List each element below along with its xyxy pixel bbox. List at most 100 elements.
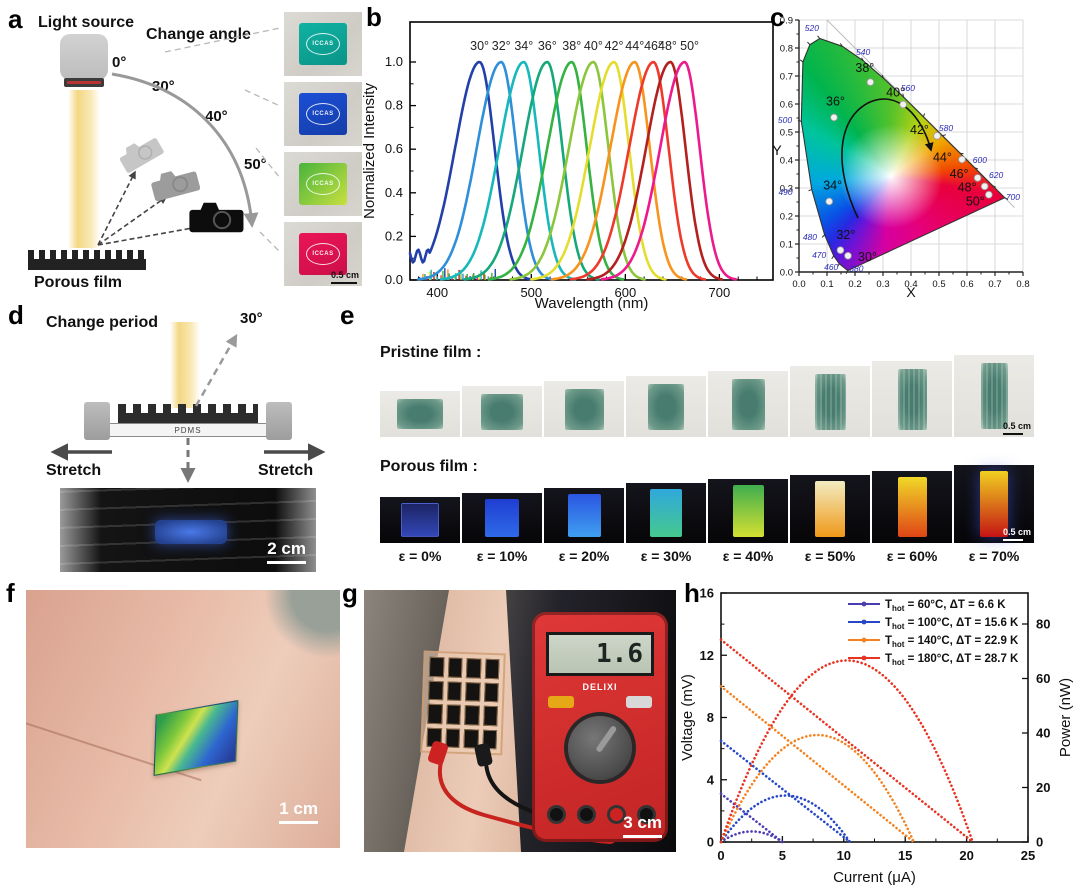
svg-text:0.4: 0.4 xyxy=(385,185,403,200)
scalebar-f: 1 cm xyxy=(279,799,318,824)
panel-g-label: g xyxy=(342,578,358,608)
porous-film xyxy=(980,471,1008,537)
svg-text:480: 480 xyxy=(803,232,817,242)
svg-text:50°: 50° xyxy=(966,195,985,209)
multimeter-yellow-button xyxy=(548,696,574,708)
pristine-row: 0.5 cm xyxy=(380,353,1034,437)
multimeter-display: 1.6 xyxy=(546,632,654,676)
svg-text:0.0: 0.0 xyxy=(780,268,793,279)
svg-text:Wavelength (nm): Wavelength (nm) xyxy=(535,295,649,312)
porous-film xyxy=(897,477,927,537)
svg-text:Voltage (mV): Voltage (mV) xyxy=(680,674,696,761)
svg-text:Current (μA): Current (μA) xyxy=(833,869,916,886)
panel-c-label: c xyxy=(770,2,785,32)
svg-text:25: 25 xyxy=(1021,848,1035,863)
svg-text:0.6: 0.6 xyxy=(960,279,973,290)
svg-text:540: 540 xyxy=(856,47,870,57)
svg-text:0.5: 0.5 xyxy=(932,279,945,290)
clamp-right xyxy=(266,402,292,440)
svg-text:700: 700 xyxy=(709,285,731,300)
svg-text:Thot = 180°C, ΔT = 28.7 K: Thot = 180°C, ΔT = 28.7 K xyxy=(885,653,1019,667)
svg-text:0.6: 0.6 xyxy=(385,141,403,156)
porous-film-teeth xyxy=(28,250,146,259)
panel-h: 0 5 10 15 20 25 0 4 8 12 16 0 20 40 60 80 Current (μA) Vo… xyxy=(680,580,1080,891)
porous-photo-0 xyxy=(380,497,460,543)
panel-e: e Pristine film : 0.5 cm Porous film : 0… xyxy=(335,300,1080,580)
strain-label-2: ε = 20% xyxy=(558,548,610,564)
porous-photo-2 xyxy=(544,488,624,543)
scalebar-a: 0.5 cm xyxy=(330,270,359,284)
porous-film xyxy=(732,485,764,537)
panel-c: 0.0 0.1 0.2 0.3 0.4 0.5 0.6 0.7 0.8 0.0 0.1 0.2 0.3 0… xyxy=(770,0,1080,300)
photonic-film-on-skin xyxy=(153,700,239,776)
change-period-label: Change period xyxy=(46,314,159,331)
blue-film xyxy=(155,520,227,544)
film-sample: ICCAS xyxy=(299,233,347,275)
svg-text:0.3: 0.3 xyxy=(876,279,889,290)
svg-text:0.2: 0.2 xyxy=(385,228,403,243)
angle-photo-3: ICCAS 0.5 cm xyxy=(284,222,362,286)
svg-text:Thot = 60°C, ΔT = 6.6 K: Thot = 60°C, ΔT = 6.6 K xyxy=(885,599,1006,613)
grating-teeth xyxy=(118,404,258,413)
film-logo: ICCAS xyxy=(306,103,340,125)
pristine-photo-5 xyxy=(790,366,870,437)
light-source-label: Light source xyxy=(38,14,135,31)
svg-text:Power (nW): Power (nW) xyxy=(1057,678,1074,757)
svg-text:0.7: 0.7 xyxy=(988,279,1001,290)
panel-d: d Change period 30° PDMS Stretch Stretch… xyxy=(0,300,335,580)
skin-photo: 1 cm xyxy=(26,590,340,848)
porous-photo-7: 0.5 cm xyxy=(954,465,1034,543)
strain-label-1: ε = 10% xyxy=(476,548,528,564)
svg-text:600: 600 xyxy=(615,285,637,300)
film-logo: ICCAS xyxy=(306,173,340,195)
angle-0-label: 0° xyxy=(112,54,127,71)
svg-text:8: 8 xyxy=(707,710,714,725)
panel-b-label: b xyxy=(366,2,382,32)
angle-photo-2: ICCAS xyxy=(284,152,362,216)
pristine-photo-3 xyxy=(626,376,706,437)
svg-text:470: 470 xyxy=(812,250,826,260)
svg-text:0.8: 0.8 xyxy=(385,98,403,113)
svg-text:32°: 32° xyxy=(492,39,511,53)
svg-text:80: 80 xyxy=(1036,617,1050,632)
stretch-left-label: Stretch xyxy=(46,462,102,479)
light-beam-d xyxy=(170,322,200,408)
stretch-right-label: Stretch xyxy=(258,462,314,479)
pristine-title: Pristine film : xyxy=(380,344,482,361)
scalebar-d: 2 cm xyxy=(267,539,306,564)
porous-row: 0.5 cm xyxy=(380,465,1034,543)
svg-text:32°: 32° xyxy=(836,228,855,242)
svg-text:0: 0 xyxy=(707,835,714,850)
porous-photo-4 xyxy=(708,479,788,543)
svg-text:0.4: 0.4 xyxy=(904,279,917,290)
svg-text:40°: 40° xyxy=(584,39,603,53)
svg-text:5: 5 xyxy=(779,848,786,863)
svg-text:38°: 38° xyxy=(855,61,874,75)
stretch-photo: 2 cm xyxy=(60,488,316,572)
film-sample: ICCAS xyxy=(299,163,347,205)
multimeter-white-button xyxy=(626,696,652,708)
porous-film-label: Porous film xyxy=(34,274,123,291)
svg-text:44°: 44° xyxy=(933,150,952,164)
panel-e-label: e xyxy=(340,300,355,330)
porous-title: Porous film : xyxy=(380,458,478,475)
svg-text:1.0: 1.0 xyxy=(385,54,403,69)
angle-photo-0: ICCAS xyxy=(284,12,362,76)
panel-a: a Light source Change angle 0° 30° 40° 5… xyxy=(0,0,365,300)
scalebar-pristine: 0.5 cm xyxy=(1002,421,1031,435)
angle-photo-1: ICCAS xyxy=(284,82,362,146)
svg-text:0: 0 xyxy=(717,848,724,863)
svg-text:42°: 42° xyxy=(910,123,929,137)
pristine-photo-7: 0.5 cm xyxy=(954,355,1034,437)
pdms-label: PDMS xyxy=(174,425,202,435)
svg-text:0.1: 0.1 xyxy=(820,279,833,290)
porous-photo-5 xyxy=(790,475,870,543)
svg-text:500: 500 xyxy=(778,115,792,125)
panel-a-label: a xyxy=(8,4,23,34)
scalebar-g: 3 cm xyxy=(623,813,662,838)
strain-label-7: ε = 70% xyxy=(968,548,1020,564)
svg-text:500: 500 xyxy=(520,285,542,300)
porous-photo-3 xyxy=(626,483,706,543)
svg-text:46°: 46° xyxy=(644,39,663,53)
panel-f: f 1 cm xyxy=(0,580,345,891)
